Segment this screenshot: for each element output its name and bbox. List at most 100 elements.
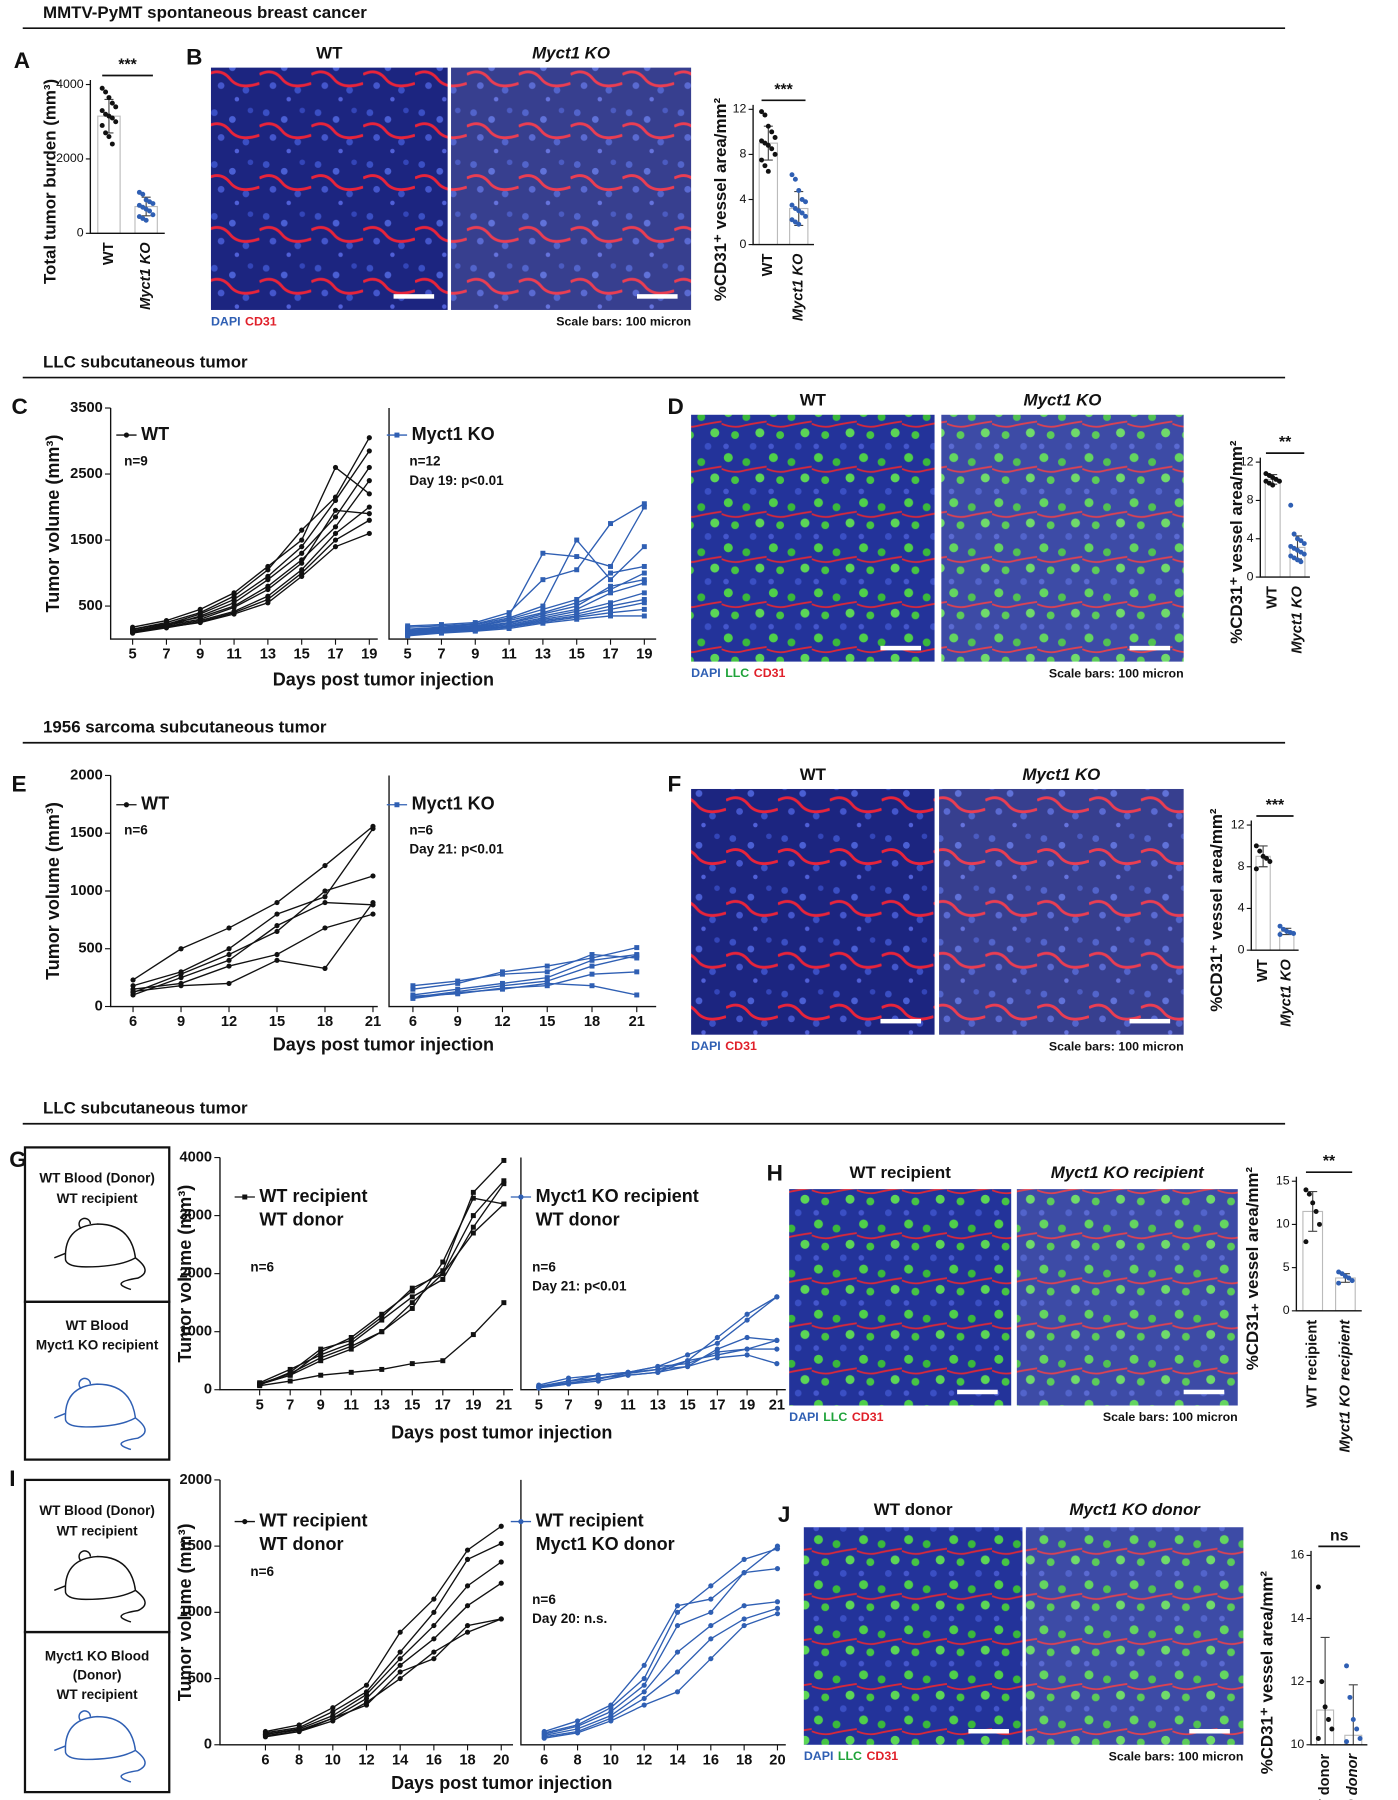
x-tick-label: 19 (636, 647, 652, 663)
series-line (544, 1607, 778, 1738)
data-point (163, 624, 170, 630)
data-point (765, 123, 771, 129)
data-point (472, 628, 478, 634)
series-line (265, 1618, 502, 1735)
data-point (574, 1718, 581, 1724)
data-point (265, 586, 271, 593)
data-point (464, 1622, 471, 1629)
image-label: Myct1 KO (1022, 765, 1100, 784)
series-line (132, 506, 370, 633)
data-point (231, 611, 237, 617)
panel-letter: D (667, 394, 683, 419)
data-point (99, 108, 105, 114)
scale-bar (880, 645, 922, 651)
x-tick-label: 8 (295, 1752, 303, 1768)
y-tick-label: 0 (739, 237, 746, 251)
data-point (410, 983, 416, 989)
y-tick-label: 500 (78, 941, 102, 957)
x-tick-label: 12 (221, 1014, 237, 1030)
data-point (796, 188, 802, 193)
data-point (470, 1195, 476, 1201)
series-line (544, 1545, 778, 1733)
micrograph (803, 1527, 1023, 1745)
data-point (744, 1346, 750, 1352)
data-point (363, 1682, 370, 1688)
data-point (741, 1570, 747, 1576)
x-axis-label: Days post tumor injection (391, 1773, 612, 1793)
data-point (1350, 1717, 1356, 1723)
x-axis-label: Days post tumor injection (273, 670, 494, 690)
image-label: WT (800, 391, 827, 410)
data-point (769, 146, 775, 152)
y-tick-label: 500 (78, 598, 102, 614)
data-point (641, 544, 647, 550)
data-point (262, 1731, 269, 1737)
x-tick-label: WT (1255, 959, 1271, 982)
data-point (440, 1276, 446, 1282)
micrograph (451, 67, 692, 310)
x-tick-label: 10 (603, 1752, 619, 1768)
diagram-text: (Donor) (73, 1668, 122, 1683)
data-point (774, 1599, 781, 1605)
section-title: 1956 sarcoma subcutaneous tumor (43, 718, 327, 737)
data-point (759, 109, 765, 115)
axis (388, 775, 657, 1008)
y-tick-label: 4 (1247, 531, 1254, 545)
data-point (1329, 1726, 1335, 1732)
data-point (274, 899, 280, 906)
x-tick-label: 16 (426, 1752, 442, 1768)
series-line (538, 1336, 777, 1387)
x-tick-label: 9 (454, 1014, 462, 1030)
data-point (574, 600, 580, 606)
micrograph (939, 788, 1184, 1035)
panel-letter: B (186, 45, 202, 70)
data-point (1301, 541, 1307, 547)
data-point (397, 1629, 403, 1635)
data-point (130, 988, 136, 995)
data-point (641, 606, 647, 612)
data-point (322, 894, 328, 900)
data-point (348, 1335, 354, 1340)
data-point (287, 1372, 293, 1378)
axis (520, 1157, 786, 1391)
x-tick-label: 10 (325, 1752, 341, 1768)
y-tick-label: 16 (1290, 1548, 1304, 1562)
data-point (655, 1363, 661, 1370)
legend-marker (518, 1194, 524, 1200)
data-point (397, 1649, 403, 1655)
data-point (641, 577, 647, 583)
data-point (1264, 855, 1269, 861)
data-point (608, 1709, 614, 1715)
data-point (774, 1566, 781, 1572)
y-axis-label: %CD31⁺ vessel area/mm² (1227, 440, 1246, 644)
data-point (318, 1352, 324, 1358)
data-point (348, 1346, 354, 1352)
data-point (499, 985, 505, 991)
data-point (332, 507, 339, 513)
data-point (1253, 843, 1259, 849)
data-point (774, 1361, 780, 1367)
data-point (322, 888, 328, 894)
x-tick-label: 15 (539, 1014, 555, 1030)
data-point (641, 501, 647, 507)
mouse-icon (54, 1550, 146, 1623)
data-point (109, 141, 115, 147)
data-point (714, 1355, 720, 1361)
micrograph (941, 414, 1184, 662)
stain-name: CD31 (725, 1039, 757, 1053)
panel-letter: C (11, 394, 27, 419)
data-point (498, 1559, 504, 1565)
data-point (464, 1583, 471, 1589)
data-point (348, 1340, 354, 1346)
data-point (741, 1556, 747, 1562)
y-tick-label: 0 (1238, 942, 1245, 956)
data-point (741, 1603, 747, 1609)
data-point (397, 1675, 403, 1682)
annotation: Day 21: p<0.01 (532, 1279, 627, 1294)
y-tick-label: 8 (1238, 859, 1245, 873)
data-point (574, 616, 580, 622)
series-line (265, 1525, 502, 1733)
data-point (741, 1622, 747, 1629)
data-point (318, 1349, 324, 1355)
image-label: Myct1 KO recipient (1051, 1163, 1205, 1182)
